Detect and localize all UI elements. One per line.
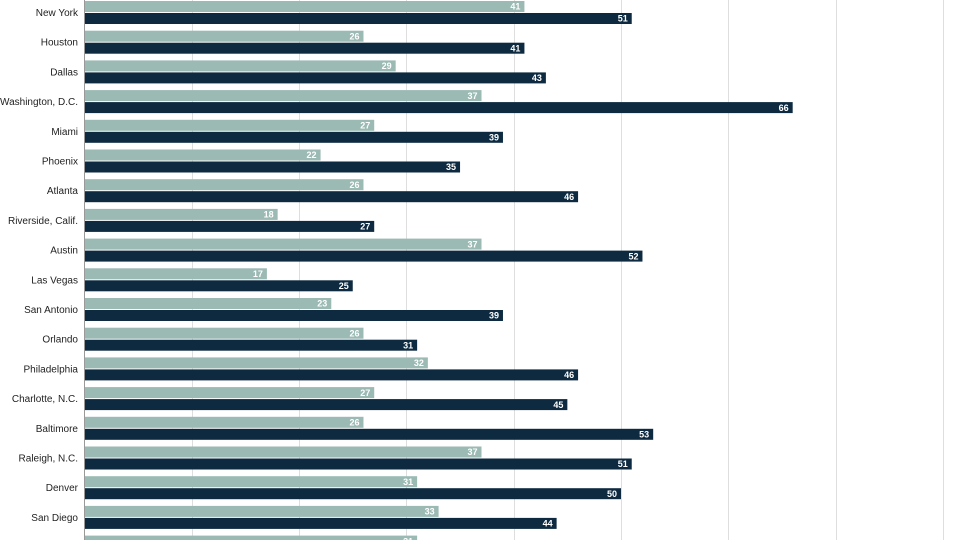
category-label: Baltimore [36, 424, 79, 435]
bar-series-2 [84, 310, 503, 321]
bar-value-label: 37 [467, 447, 477, 457]
category-label: Charlotte, N.C. [12, 394, 78, 405]
bar-value-label: 32 [414, 358, 424, 368]
bar-series-1 [84, 208, 278, 220]
category-label: Riverside, Calif. [8, 216, 78, 227]
bar-series-1 [84, 476, 418, 488]
bar-value-label: 51 [618, 14, 628, 24]
category-label: New York [36, 8, 79, 19]
bar-series-2 [84, 517, 557, 529]
bar-value-label: 35 [446, 162, 456, 172]
bar-series-1 [84, 149, 321, 161]
category-label: Atlanta [47, 186, 79, 197]
bar-value-label: 41 [510, 2, 520, 12]
bar-value-label: 26 [349, 31, 359, 41]
bar-series-2 [84, 280, 353, 292]
bar-series-2 [84, 488, 621, 500]
bar-series-2 [84, 369, 579, 381]
bar-value-label: 27 [360, 388, 370, 398]
category-label: Miami [51, 127, 78, 138]
bar-value-label: 26 [349, 180, 359, 190]
bar-series-2 [84, 102, 793, 114]
bar-value-label: 46 [564, 370, 574, 380]
bar-series-1 [84, 60, 396, 72]
bar-series-1 [84, 298, 332, 309]
bar-series-2 [84, 72, 546, 84]
bar-series-2 [84, 428, 654, 440]
bar-series-1 [84, 268, 267, 280]
category-labels: New York Houston Dallas Washington, D.C. Mia… [0, 8, 79, 524]
category-label: San Antonio [24, 305, 78, 316]
bar-value-label: 22 [307, 150, 317, 160]
bar-series-2 [84, 399, 568, 411]
bar-series-1 [84, 416, 364, 428]
bar-value-label: 27 [360, 222, 370, 232]
bar-value-label: 31 [403, 477, 413, 487]
bar-value-label: 31 [403, 340, 413, 350]
bar-value-label: 25 [339, 281, 349, 291]
bar-value-label: 39 [489, 311, 499, 321]
gridlines [192, 0, 944, 540]
bar-value-label: 41 [510, 43, 520, 53]
bar-series-1 [84, 505, 439, 517]
bar-series-2 [84, 339, 418, 351]
bar-series-1 [84, 387, 375, 399]
bar-value-label: 31 [403, 536, 413, 540]
bar-value-label: 23 [317, 299, 327, 309]
category-label: Austin [50, 246, 78, 257]
bar-value-label: 17 [253, 269, 263, 279]
category-label: Las Vegas [31, 275, 78, 286]
bar-series-1 [84, 179, 364, 191]
bar-series-1 [84, 90, 482, 102]
bar-series-1 [84, 238, 482, 250]
bar-value-label: 66 [779, 103, 789, 113]
bar-value-label: 52 [628, 251, 638, 261]
bar-value-label: 37 [467, 239, 477, 249]
bar-value-label: 27 [360, 121, 370, 131]
bar-series-1 [84, 357, 428, 369]
bar-series-2 [84, 191, 579, 203]
bar-value-label: 50 [607, 489, 617, 499]
bar-value-label: 33 [425, 507, 435, 517]
bar-series-2 [84, 13, 632, 24]
bar-value-label: 44 [543, 519, 553, 529]
bar-series-2 [84, 220, 375, 232]
bar-series-1 [84, 446, 482, 458]
bar-series-2 [84, 42, 525, 54]
category-label: Denver [46, 483, 79, 494]
category-label: Philadelphia [24, 364, 79, 375]
bars: 41 51 26 41 29 43 37 66 27 39 22 35 26 46 18 27 37 52 17 25… [84, 1, 793, 540]
category-label: Raleigh, N.C. [19, 454, 78, 465]
category-label: Phoenix [42, 157, 78, 168]
category-label: Orlando [42, 335, 78, 346]
bar-series-1 [84, 327, 364, 339]
bar-series-1 [84, 1, 525, 12]
bar-value-label: 39 [489, 133, 499, 143]
bar-value-label: 37 [467, 91, 477, 101]
bar-series-1 [84, 535, 418, 540]
bar-series-1 [84, 119, 375, 131]
bar-value-label: 46 [564, 192, 574, 202]
category-label: Houston [41, 38, 78, 49]
bar-series-2 [84, 250, 643, 262]
bar-value-label: 26 [349, 328, 359, 338]
bar-value-label: 26 [349, 418, 359, 428]
bar-value-label: 29 [382, 61, 392, 71]
bar-value-label: 43 [532, 73, 542, 83]
bar-value-label: 45 [553, 400, 563, 410]
bar-value-label: 18 [264, 210, 274, 220]
category-label: Washington, D.C. [0, 97, 78, 108]
bar-series-2 [84, 458, 632, 470]
bar-series-1 [84, 30, 364, 42]
category-label: Dallas [50, 67, 78, 78]
bar-value-label: 51 [618, 459, 628, 469]
bar-value-label: 53 [639, 430, 649, 440]
category-label: San Diego [31, 513, 78, 524]
bar-series-2 [84, 131, 503, 143]
bar-series-2 [84, 161, 461, 173]
